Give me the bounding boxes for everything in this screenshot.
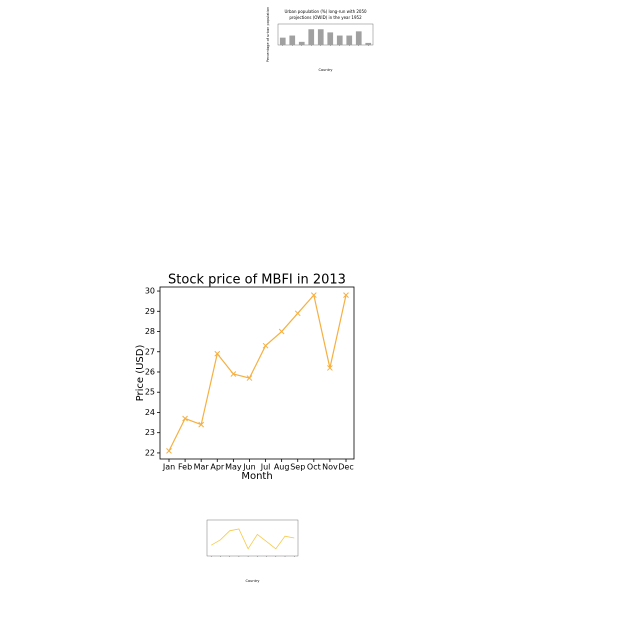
bar: [298, 41, 305, 45]
marker: [166, 448, 172, 454]
chart-title: Urban population (%) long-run with 2050: [284, 9, 367, 14]
marker: [198, 421, 205, 428]
marker: [343, 292, 349, 298]
bar: [289, 35, 296, 45]
x-tick-label: Apr: [210, 463, 225, 472]
chart-title: Stock price of MBFI in 2013: [168, 273, 346, 288]
y-axis-label: Percentage of urban population: [266, 7, 270, 62]
plot-frame: [159, 286, 355, 460]
line: [211, 528, 295, 550]
marker: [294, 310, 301, 317]
y-axis-label: Price (USD): [135, 345, 146, 402]
chart-title: projections (OWID) in the year 1952: [289, 15, 362, 20]
y-tick-label: 27: [145, 347, 155, 356]
x-axis-label: Country: [319, 68, 333, 72]
line: [168, 293, 347, 452]
bar: [327, 32, 334, 45]
x-tick-label: Jan: [162, 463, 175, 472]
x-tick-label: Jun: [242, 463, 256, 472]
x-tick-label: May: [225, 463, 242, 472]
marker: [327, 365, 333, 371]
bar: [336, 35, 343, 45]
y-tick-label: 26: [145, 367, 155, 376]
x-tick-label: Dec: [338, 463, 353, 472]
plot-frame: [277, 23, 374, 46]
y-tick-label: 24: [145, 408, 155, 417]
x-tick-label: Feb: [178, 463, 192, 472]
x-axis-label: Month: [241, 471, 272, 482]
marker: [278, 328, 285, 335]
x-tick-label: Mar: [194, 463, 210, 472]
x-axis-label: Country: [246, 579, 260, 583]
bar: [365, 42, 372, 45]
x-tick-label: Sep: [290, 463, 305, 472]
bar: [317, 29, 324, 45]
bar: [279, 37, 286, 45]
y-tick-label: 23: [145, 428, 155, 437]
y-tick-label: 28: [145, 327, 155, 336]
x-tick-label: Jul: [260, 463, 271, 472]
y-tick-label: 22: [145, 448, 155, 457]
y-tick-label: 29: [145, 307, 155, 316]
x-tick-label: Aug: [274, 463, 290, 472]
plot-frame: [206, 519, 299, 557]
marker: [246, 375, 253, 381]
bar: [346, 35, 353, 45]
marker: [230, 371, 237, 377]
bar: [355, 31, 362, 45]
marker: [262, 342, 269, 349]
y-tick-label: 30: [145, 287, 155, 296]
marker: [182, 415, 188, 422]
x-tick-label: Oct: [307, 463, 321, 472]
marker: [214, 350, 221, 357]
y-tick-label: 25: [145, 388, 155, 397]
marker: [310, 292, 317, 298]
bar: [308, 29, 315, 45]
x-tick-label: Nov: [322, 463, 338, 472]
